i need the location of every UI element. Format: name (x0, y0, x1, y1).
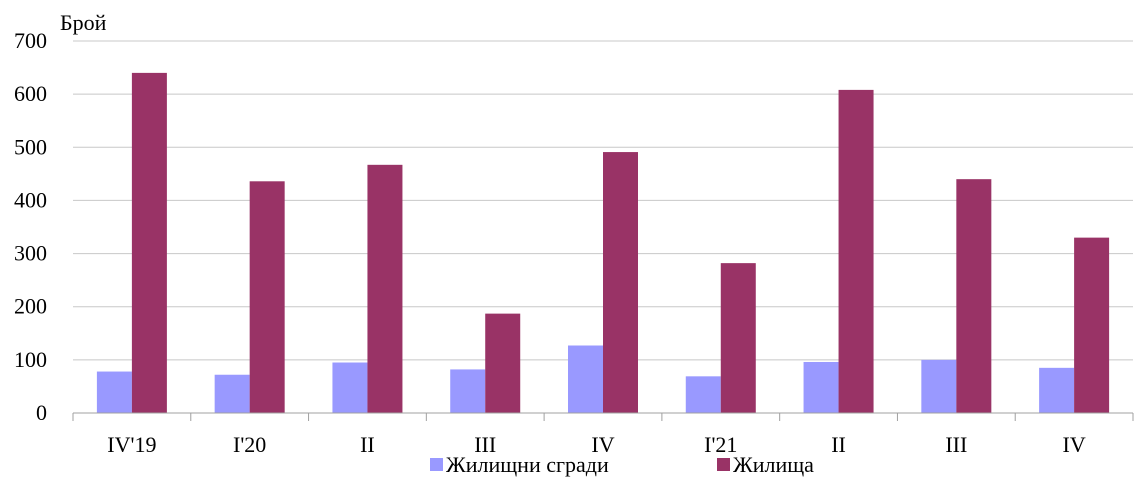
bar-series-1-3 (450, 369, 486, 413)
x-tick-label: IV'19 (107, 432, 156, 452)
legend-label-series-1: Жилищни сгради (446, 452, 609, 477)
y-axis-label: Брой (60, 10, 107, 35)
bar-series-2-2 (367, 164, 403, 413)
x-axis (72, 412, 1134, 421)
bar-series-1-4 (568, 345, 603, 413)
bar-series-2-8 (1074, 237, 1110, 413)
x-tick-label: IV (1063, 432, 1086, 452)
y-tick-label: 500 (14, 134, 47, 159)
x-tick-label: II (831, 432, 846, 452)
legend-swatch-series-2 (717, 458, 730, 471)
legend: Жилищни сгради Жилища (0, 452, 1135, 477)
y-tick-label: 400 (14, 187, 47, 212)
legend-item-series-2: Жилища (717, 452, 814, 477)
x-tick-label: I'20 (233, 432, 266, 452)
y-tick-label: 100 (14, 347, 47, 372)
x-axis-ticks: IV'19 I'20 II III IV I'21 II III IV (107, 432, 1086, 452)
legend-swatch-series-1 (430, 458, 443, 471)
bar-series-1-7 (921, 359, 957, 413)
y-tick-label: 0 (36, 400, 47, 425)
bar-series-2-5 (720, 263, 756, 413)
bar-series-1-6 (803, 361, 839, 413)
y-tick-label: 600 (14, 81, 47, 106)
bar-series-2-1 (249, 181, 285, 413)
x-tick-label: IV (591, 432, 614, 452)
bar-series-1-2 (332, 362, 368, 413)
legend-item-series-1: Жилищни сгради (430, 452, 609, 477)
bar-series-1-8 (1039, 367, 1075, 413)
bar-series-2-6 (838, 89, 874, 414)
y-tick-label: 700 (14, 28, 47, 53)
x-tick-label: II (360, 432, 375, 452)
legend-label-series-2: Жилища (733, 452, 814, 477)
y-axis-ticks: 0 100 200 300 400 500 600 700 (14, 28, 47, 425)
y-tick-label: 300 (14, 241, 47, 266)
bars (96, 72, 1110, 414)
bar-series-2-4 (603, 152, 638, 413)
y-tick-label: 200 (14, 294, 47, 319)
x-tick-label: III (945, 432, 967, 452)
bar-series-1-5 (685, 376, 721, 413)
bar-series-2-7 (956, 179, 992, 413)
bar-series-1-1 (214, 374, 250, 413)
bar-series-1-0 (96, 371, 132, 413)
x-tick-label: III (474, 432, 496, 452)
bar-series-2-3 (485, 313, 521, 413)
x-tick-label: I'21 (704, 432, 737, 452)
bar-series-2-0 (131, 72, 167, 413)
